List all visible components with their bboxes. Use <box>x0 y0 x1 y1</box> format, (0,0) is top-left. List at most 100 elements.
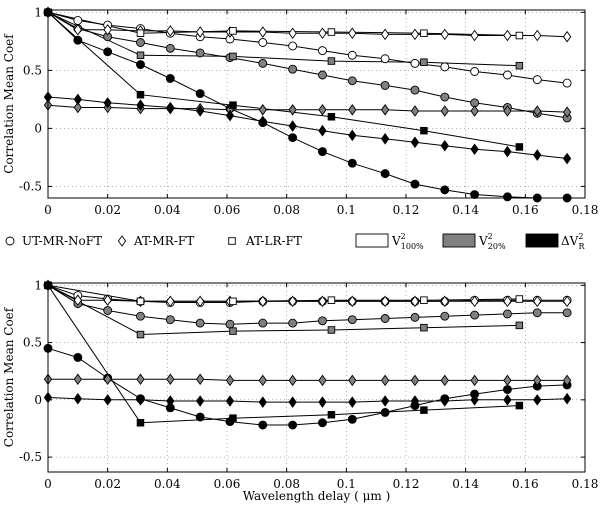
data-point-diamond <box>258 26 267 38</box>
data-point-square <box>229 27 237 35</box>
data-point-circle <box>380 80 390 90</box>
data-point-circle <box>318 147 327 157</box>
data-point-diamond <box>166 373 175 385</box>
data-point-square <box>515 143 524 151</box>
y-tick-label: 0.5 <box>23 336 42 350</box>
data-point-diamond <box>166 395 175 407</box>
legend-entry-2: AT-MR-FT <box>117 234 194 248</box>
data-point-diamond <box>503 394 512 406</box>
data-point-diamond <box>380 395 390 407</box>
panel-1: 0 0.02 0.04 0.06 0.08 0.1 0.12 0.14 0.16 0.18 -0.5… <box>2 5 598 217</box>
data-point-square <box>515 295 524 303</box>
data-point-diamond <box>348 396 357 408</box>
data-point-circle <box>103 47 113 57</box>
data-point-square <box>420 296 428 304</box>
series-circle-gray <box>43 280 572 329</box>
data-point-circle <box>347 414 357 424</box>
legend-label: ΔV2 R <box>561 232 585 251</box>
data-point-circle <box>502 70 512 80</box>
legend-entry-4: V2 100% <box>355 232 424 251</box>
data-point-diamond <box>318 396 327 408</box>
data-point-diamond <box>166 101 175 114</box>
series-diamond-black <box>43 391 572 408</box>
series-line-circle-black <box>47 11 568 199</box>
legend-label: AT-LR-FT <box>245 234 302 248</box>
x-tick-label: 0.08 <box>273 477 300 491</box>
data-point-diamond <box>380 374 390 387</box>
x-tick-label: 0.04 <box>154 477 181 491</box>
data-point-circle <box>562 78 572 88</box>
x-tick-label: 0.16 <box>512 477 539 491</box>
data-point-square <box>515 401 524 410</box>
data-point-diamond <box>318 27 327 39</box>
data-point-circle <box>165 74 175 83</box>
y-tick-label: 0 <box>34 121 42 135</box>
data-point-diamond <box>440 105 449 117</box>
data-point-circle <box>258 318 268 328</box>
x-tick-label: 0.1 <box>337 477 356 491</box>
data-point-square <box>136 330 145 339</box>
data-point-diamond <box>288 374 297 387</box>
x-tick-label: 0.18 <box>572 477 599 491</box>
data-point-circle <box>288 133 298 143</box>
data-point-diamond <box>533 29 542 42</box>
data-point-diamond <box>258 374 267 387</box>
data-point-circle <box>318 316 327 326</box>
data-point-square <box>327 28 336 36</box>
series-line-diamond-black <box>47 397 568 403</box>
data-point-diamond <box>562 30 572 43</box>
data-point-circle <box>502 192 512 202</box>
y-tick-label: -0.5 <box>19 179 42 193</box>
data-point-diamond <box>380 104 390 116</box>
data-point-circle <box>440 311 450 321</box>
legend-marker-circle <box>5 236 15 246</box>
data-point-diamond <box>470 105 479 117</box>
data-point-circle <box>380 169 390 179</box>
data-point-diamond <box>73 392 82 405</box>
series-line-circle-gray <box>47 284 568 325</box>
data-point-diamond <box>73 101 82 114</box>
data-point-diamond <box>288 27 297 39</box>
data-point-diamond <box>166 25 175 37</box>
data-point-circle <box>136 311 145 321</box>
data-point-circle <box>288 41 298 51</box>
legend-entry-5: V2 20% <box>442 232 506 251</box>
series-square-gray <box>44 281 524 339</box>
data-point-diamond <box>533 394 542 406</box>
data-point-square <box>229 52 237 61</box>
data-point-diamond <box>503 295 512 308</box>
data-point-diamond <box>348 104 357 116</box>
data-point-circle <box>347 76 357 86</box>
data-point-diamond <box>503 29 512 42</box>
data-point-square <box>229 101 237 109</box>
series-diamond-open <box>43 279 572 308</box>
data-point-diamond <box>533 149 542 161</box>
data-point-diamond <box>288 295 297 308</box>
legend-label: AT-MR-FT <box>133 234 194 248</box>
x-tick-label: 0.06 <box>214 203 241 217</box>
data-point-square <box>420 58 428 66</box>
series-line-square-open <box>47 284 520 302</box>
legend-marker-square <box>228 237 236 245</box>
x-tick-label: 0.06 <box>214 477 241 491</box>
data-point-diamond <box>166 295 175 308</box>
plot-frame <box>47 282 586 473</box>
series-square-black <box>44 281 524 427</box>
data-point-circle <box>136 38 145 47</box>
data-point-circle <box>410 312 420 322</box>
data-point-diamond <box>440 374 449 387</box>
series-line-diamond-gray <box>48 378 568 381</box>
legend-subscript: 100% <box>401 242 424 251</box>
legend-entry-1: UT-MR-NoFT <box>5 234 102 248</box>
data-point-diamond <box>195 295 205 308</box>
series-line-diamond-black <box>47 96 568 159</box>
series-line-circle-gray <box>47 11 568 119</box>
data-point-circle <box>73 353 83 362</box>
series-circle-gray <box>43 7 572 123</box>
x-tick-label: 0.16 <box>512 203 539 217</box>
x-axis-label: Wavelength delay ( μm ) <box>243 489 391 503</box>
data-point-square <box>229 414 237 422</box>
legend-entry-6: ΔV2 R <box>525 232 585 251</box>
data-point-diamond <box>562 374 572 387</box>
data-point-diamond <box>195 395 205 407</box>
